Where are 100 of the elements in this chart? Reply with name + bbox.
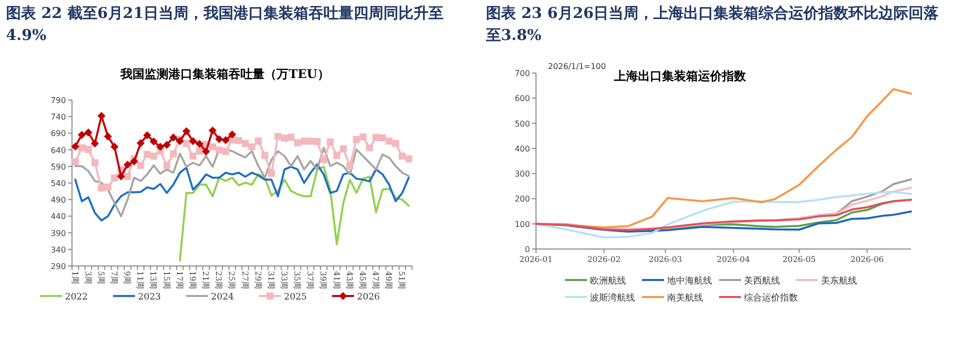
point (386, 138, 393, 145)
y-tick-label: 0 (524, 245, 530, 254)
point (170, 150, 177, 158)
point (392, 140, 400, 147)
point (268, 170, 275, 177)
y-tick-label: 200 (514, 194, 530, 204)
chart-subtitle: 我国监测港口集装箱吞吐量（万TEU） (120, 67, 330, 81)
point (91, 159, 98, 166)
point (98, 184, 105, 192)
point (261, 152, 268, 159)
point (222, 136, 230, 144)
point (130, 157, 138, 166)
chart-title: 图表 22 截至6月21日当周，我国港口集装箱吞吐量四周同比升至4.9% (6, 3, 445, 46)
point (169, 134, 178, 142)
x-tick-label: 21周 (201, 271, 210, 290)
x-tick-label: 2026-04 (716, 255, 750, 264)
x-tick-label: 2026-05 (782, 255, 816, 264)
point (215, 135, 224, 144)
point (274, 133, 282, 140)
y-tick-label: 740 (50, 112, 66, 122)
point (143, 131, 152, 140)
x-tick-label: 13周 (148, 271, 158, 290)
y-tick-label: 300 (514, 170, 530, 179)
point (150, 152, 158, 160)
y-tick-label: 540 (50, 179, 66, 188)
point (137, 162, 144, 169)
legend-label: 南美航线 (667, 292, 703, 304)
x-tick-label: 2026-02 (587, 255, 621, 264)
point (340, 145, 347, 152)
point (189, 152, 196, 160)
point (379, 134, 386, 142)
x-tick-label: 23周 (214, 271, 224, 290)
y-tick-label: 290 (50, 262, 66, 271)
x-tick-label: 31周 (266, 271, 276, 290)
point (144, 150, 151, 158)
point (90, 139, 99, 148)
y-tick-label: 600 (514, 94, 530, 104)
point (78, 144, 86, 152)
legend-label: 欧洲航线 (590, 276, 626, 286)
x-tick-label: 45周 (358, 271, 367, 290)
text: 2026/1/1=100 (548, 62, 606, 71)
point (346, 162, 354, 170)
x-tick-label: 15周 (162, 271, 171, 290)
x-tick-label: 2026-06 (850, 255, 884, 264)
legend-label: 2026 (357, 292, 380, 302)
point (352, 136, 360, 144)
line-series (178, 166, 410, 262)
legend-label: 美西航线 (744, 276, 780, 286)
y-tick-label: 400 (514, 144, 530, 154)
point (136, 139, 145, 148)
point (208, 126, 217, 135)
legend-label: 美东航线 (821, 276, 857, 286)
x-tick-label: 3周 (83, 271, 92, 284)
point (84, 146, 92, 153)
x-tick-label: 11周 (136, 271, 145, 290)
point (124, 172, 132, 180)
point (72, 158, 79, 166)
point (320, 156, 328, 164)
x-tick-label: 43周 (344, 271, 354, 290)
point (104, 183, 112, 190)
point (117, 172, 126, 180)
y-tick-label: 340 (50, 245, 66, 254)
y-tick-label: 790 (50, 96, 66, 105)
point (326, 138, 334, 146)
chart-subtitle: 上海出口集装箱运价指数 (613, 69, 747, 83)
line-series (535, 190, 912, 238)
point (124, 160, 132, 169)
point (176, 137, 184, 146)
point (372, 134, 380, 142)
x-tick-label: 7周 (110, 271, 118, 284)
point (162, 140, 171, 149)
point (196, 140, 204, 148)
legend-label: 波斯湾航线 (590, 292, 635, 304)
x-tick-label: 2026-01 (519, 255, 553, 264)
point (216, 146, 223, 154)
point (209, 143, 216, 150)
y-tick-label: 500 (514, 119, 530, 128)
x-tick-label: 51周 (397, 271, 406, 290)
point (294, 139, 302, 146)
point (366, 144, 373, 152)
y-tick-label: 700 (514, 69, 530, 78)
point (111, 174, 118, 182)
point (188, 137, 197, 146)
x-tick-label: 1周 (70, 271, 80, 284)
legend-label: 2025 (284, 292, 308, 302)
x-tick-label: 19周 (188, 271, 197, 290)
point (71, 142, 80, 150)
legend-label: 2022 (65, 292, 88, 302)
x-tick-label: 37周 (306, 271, 315, 290)
point (196, 148, 203, 155)
point (288, 134, 295, 141)
x-tick-label: 33周 (280, 271, 288, 290)
x-tick-label: 47周 (371, 271, 380, 290)
point (248, 143, 256, 150)
legend-label: 地中海航线 (666, 276, 712, 286)
x-tick-label: 25周 (227, 271, 236, 290)
point (78, 130, 86, 139)
legend-label: 2023 (138, 292, 162, 302)
legend-label: 2024 (211, 292, 234, 302)
x-tick-label: 5周 (96, 271, 106, 284)
